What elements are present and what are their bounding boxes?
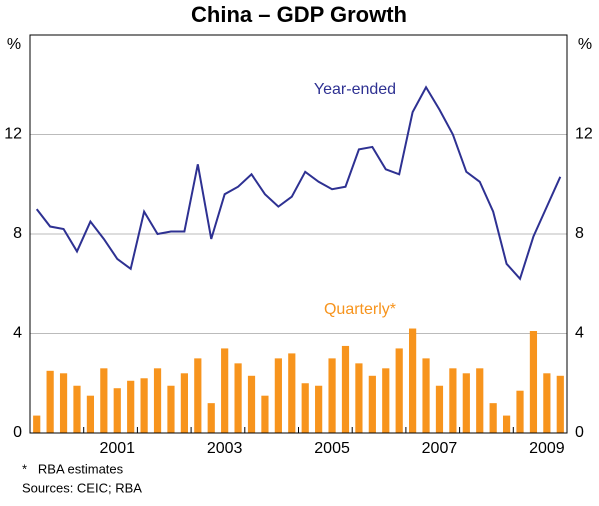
bar <box>435 385 444 433</box>
bar <box>489 403 497 433</box>
bar <box>502 415 511 433</box>
bar <box>274 358 282 433</box>
bar <box>153 368 162 433</box>
bar <box>382 368 390 433</box>
bar <box>395 348 403 433</box>
source: Sources: CEIC; RBA <box>22 480 142 495</box>
bar <box>449 368 457 433</box>
bar <box>341 345 350 433</box>
bar <box>556 375 564 433</box>
x-tick-label: 2007 <box>422 440 458 457</box>
bar <box>33 415 41 433</box>
x-tick-label: 2005 <box>314 440 350 457</box>
bar <box>543 373 551 433</box>
bar <box>261 395 269 433</box>
bar <box>180 373 188 433</box>
bar <box>100 368 108 433</box>
bar <box>127 380 135 433</box>
bar <box>476 368 484 433</box>
bar <box>113 388 121 433</box>
y-tick-label: 4 <box>13 325 22 342</box>
bar <box>328 358 336 433</box>
bar <box>73 385 81 433</box>
y-tick-label: 8 <box>13 225 22 242</box>
bar <box>140 378 148 433</box>
y2-tick-label: 8 <box>575 225 584 242</box>
bar <box>368 375 376 433</box>
series-label: Quarterly* <box>324 301 396 318</box>
line <box>35 85 562 281</box>
bar <box>529 331 538 433</box>
plot-frame <box>29 34 568 434</box>
x-tick-label: 2003 <box>207 440 243 457</box>
y-unit-left: % <box>7 36 21 53</box>
bar <box>462 373 470 433</box>
chart-title: China – GDP Growth <box>191 2 407 27</box>
y2-tick-label: 4 <box>575 325 584 342</box>
bar <box>221 348 229 433</box>
bar <box>46 370 54 433</box>
y2-tick-label: 0 <box>575 424 584 441</box>
bar <box>422 358 430 433</box>
bar <box>59 373 68 433</box>
bar <box>288 353 296 433</box>
bar <box>247 375 256 433</box>
bar <box>315 385 323 433</box>
y-tick-label: 12 <box>4 126 22 143</box>
series-label: Year-ended <box>314 81 396 98</box>
y-tick-label: 0 <box>13 424 22 441</box>
y-unit-right: % <box>578 36 592 53</box>
bar <box>194 358 202 433</box>
bar <box>86 395 95 433</box>
y2-tick-label: 12 <box>575 126 593 143</box>
bar <box>207 403 215 433</box>
bar <box>409 328 417 433</box>
bar <box>167 385 175 433</box>
bar <box>301 383 309 433</box>
footnote: * RBA estimates <box>22 461 124 476</box>
bar <box>516 390 524 433</box>
x-tick-label: 2001 <box>99 440 135 457</box>
bar <box>355 363 363 433</box>
x-tick-label: 2009 <box>529 440 565 457</box>
bar <box>234 363 242 433</box>
